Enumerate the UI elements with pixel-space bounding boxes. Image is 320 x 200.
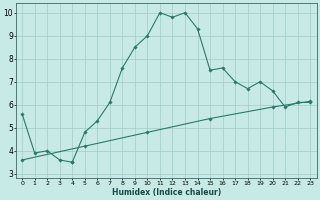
X-axis label: Humidex (Indice chaleur): Humidex (Indice chaleur): [112, 188, 221, 197]
